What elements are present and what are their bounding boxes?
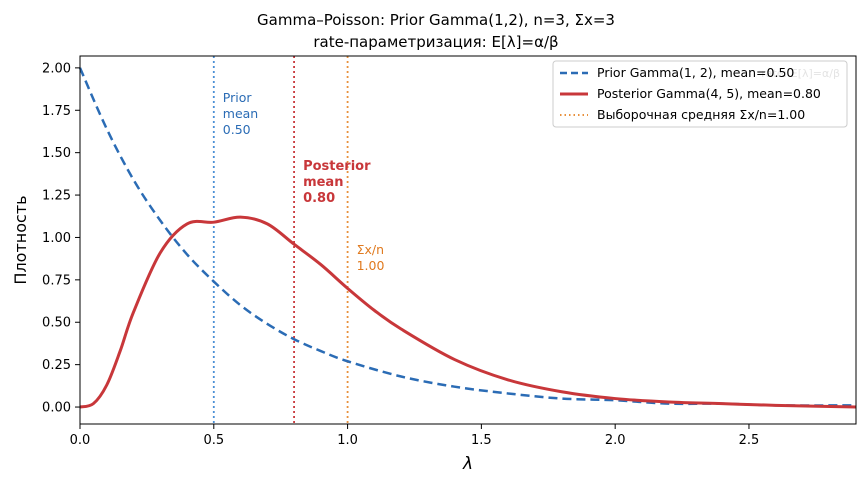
y-tick-label: 0.50 [42, 316, 71, 331]
x-tick-label: 1.5 [471, 433, 492, 448]
legend-watermark: rate: E[λ]=α/β [761, 67, 840, 80]
legend-label-posterior: Posterior Gamma(4, 5), mean=0.80 [597, 86, 821, 101]
reference-label-0: Prior mean 0.50 [223, 90, 258, 137]
x-tick-label: 0.0 [70, 433, 91, 448]
y-tick-label: 0.25 [42, 358, 71, 373]
x-axis-label: λ [462, 454, 473, 474]
y-tick-label: 0.00 [42, 401, 71, 416]
y-axis-label: Плотность [11, 195, 30, 284]
y-axis: 0.00 0.25 0.50 0.75 1.00 1.25 1.50 1.75 2.00 [42, 61, 80, 416]
series-line-0 [78, 67, 857, 407]
legend-box [552, 60, 848, 128]
y-tick-label: 1.75 [42, 104, 71, 119]
chart-title: Gamma–Poisson: Prior Gamma(1,2), n=3, Σx… [257, 11, 615, 29]
reference-label-2: Σx/n 1.00 [357, 242, 385, 273]
reference-label-1: Posterior mean 0.80 [303, 159, 371, 206]
y-tick-label: 0.75 [42, 273, 71, 288]
x-tick-label: 0.5 [203, 433, 224, 448]
legend: rate: E[λ]=α/β Prior Gamma(1, 2), mean=0… [552, 60, 848, 128]
plot-frame [79, 55, 857, 425]
y-tick-label: 2.00 [42, 61, 71, 76]
y-tick-label: 1.00 [42, 231, 71, 246]
x-tick-label: 1.0 [337, 433, 358, 448]
x-tick-label: 2.0 [605, 433, 626, 448]
plot-area: Prior mean 0.50 Posterior mean 0.80 Σx/n 1.00 [78, 56, 857, 424]
legend-label-sample-mean: Выборочная средняя Σx/n=1.00 [597, 107, 805, 122]
chart-subtitle: rate-параметризация: E[λ]=α/β [313, 33, 558, 51]
y-tick-label: 1.50 [42, 146, 71, 161]
legend-label-prior: Prior Gamma(1, 2), mean=0.50 [597, 65, 794, 80]
x-tick-label: 2.5 [739, 433, 760, 448]
y-tick-label: 1.25 [42, 189, 71, 204]
x-axis: 0.0 0.5 1.0 1.5 2.0 2.5 [70, 424, 760, 448]
series-line-1 [79, 215, 857, 409]
